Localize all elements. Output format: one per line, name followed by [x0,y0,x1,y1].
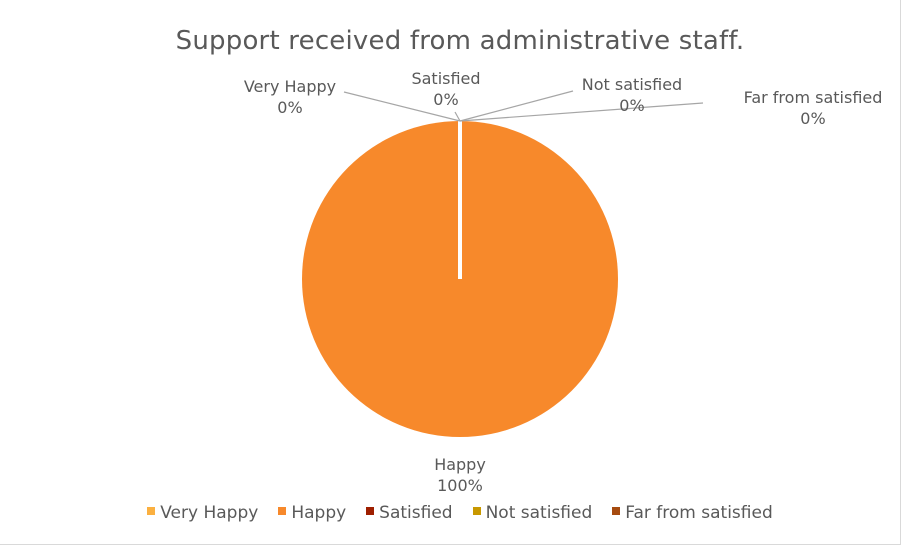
legend-label-happy: Happy [291,503,347,523]
legend-swatch-happy [278,507,287,515]
data-label-category-happy: Happy [434,455,486,474]
leader-line-satisfied [454,111,461,122]
data-label-percent-not-satisfied: 0% [619,96,644,115]
legend-swatch-satisfied [366,507,375,515]
legend-swatch-far-from-satisfied [612,507,621,515]
legend-item-very-happy: Very Happy [147,503,258,523]
data-label-category-very-happy: Very Happy [244,77,336,96]
legend-label-very-happy: Very Happy [160,503,259,523]
legend-item-far-from-satisfied: Far from satisfied [612,503,773,523]
legend-item-not-satisfied: Not satisfied [472,503,593,523]
data-label-category-not-satisfied: Not satisfied [582,75,682,94]
data-label-percent-far-from-satisfied: 0% [800,109,825,128]
chart-title: Support received from administrative sta… [175,26,745,56]
leader-line-very-happy [343,91,461,122]
legend-item-satisfied: Satisfied [366,503,453,523]
legend-swatch-not-satisfied [472,507,481,515]
legend: Very Happy Happy Satisfied Not satisfied Far… [0,503,902,523]
leader-line-far-from-satisfied [459,102,704,122]
data-label-category-far-from-satisfied: Far from satisfied [744,88,883,107]
data-label-category-satisfied: Satisfied [411,69,480,88]
data-label-percent-satisfied: 0% [433,90,458,109]
legend-swatch-very-happy [147,507,156,515]
legend-label-not-satisfied: Not satisfied [485,503,593,523]
legend-label-far-from-satisfied: Far from satisfied [625,503,773,523]
data-label-percent-happy: 100% [437,476,483,495]
leader-line-not-satisfied [459,90,574,122]
legend-item-happy: Happy [278,503,346,523]
data-label-percent-very-happy: 0% [277,98,302,117]
legend-label-satisfied: Satisfied [379,503,453,523]
